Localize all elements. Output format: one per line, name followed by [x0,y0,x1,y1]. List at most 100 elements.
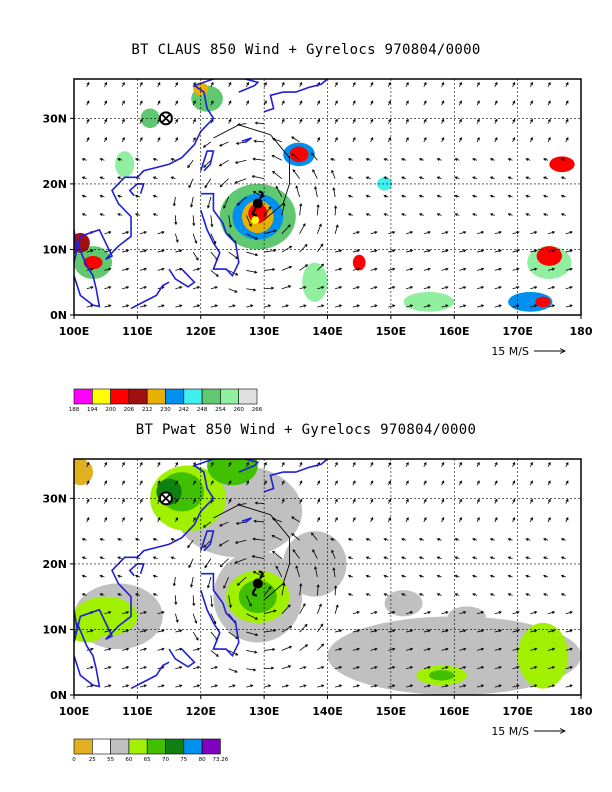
wind-arrowhead [418,593,423,597]
wind-arrowhead [281,100,285,104]
field-blob [549,156,575,173]
colorbar-swatch [183,388,203,405]
wind-arrowhead [480,611,485,614]
vector-scale-label: 15 M/S [491,345,529,358]
wind-arrowhead [291,136,295,140]
wind-arrowhead [289,245,293,249]
wind-arrowhead [383,593,387,597]
wind-arrowhead [213,241,217,245]
wind-vector [388,249,395,253]
marker-x [161,493,171,503]
wind-arrowhead [423,100,427,104]
wind-arrowhead [459,480,462,484]
wind-vector [291,136,300,143]
wind-arrowhead [271,154,275,158]
wind-vector [86,304,94,308]
wind-vector [547,648,555,651]
wind-vector [352,304,360,308]
wind-arrowhead [99,176,103,180]
wind-arrowhead [175,100,178,104]
wind-vector [252,175,265,180]
y-tick-label: 30N [42,112,67,125]
wind-arrowhead [175,619,179,623]
wind-arrowhead [232,304,236,308]
wind-arrowhead [551,304,556,308]
wind-arrowhead [157,516,161,521]
wind-arrowhead [334,480,338,484]
wind-arrowhead [560,176,565,180]
wind-arrowhead [254,253,259,257]
wind-arrowhead [565,461,569,466]
wind-vector [235,159,247,164]
wind-arrowhead [392,666,396,670]
wind-vector [157,629,165,633]
wind-arrowhead [335,604,339,608]
wind-vector [512,304,519,308]
coastline [74,79,215,263]
wind-vector [210,304,218,308]
wind-vector [175,595,177,605]
wind-vector [352,648,360,651]
coastline [128,183,145,197]
wind-arrowhead [512,480,516,484]
wind-arrowhead [125,286,130,290]
wind-arrowhead [441,516,445,521]
wind-arrowhead [99,538,103,541]
wind-vector [314,566,318,578]
wind-vector [494,666,502,670]
colorbar-label: 73.26 [213,757,229,763]
wind-arrowhead [320,623,324,627]
wind-arrowhead [441,498,445,502]
wind-arrowhead [489,574,494,578]
wind-arrowhead [405,461,409,466]
wind-arrowhead [338,249,343,253]
wind-vector [476,629,484,633]
wind-arrowhead [459,516,462,521]
wind-vector [173,196,176,206]
wind-arrowhead [317,516,320,521]
wind-arrowhead [543,213,547,217]
field-blob [302,262,328,302]
wind-arrowhead [248,223,252,227]
wind-arrowhead [569,666,573,670]
wind-vector [193,684,200,688]
colorbar-swatch [146,388,166,405]
wind-vector [370,304,378,308]
wind-arrowhead [81,158,86,161]
wind-arrowhead [125,684,130,688]
wind-arrowhead [347,574,352,578]
wind-arrowhead [187,165,191,169]
wind-arrowhead [409,286,414,290]
wind-arrowhead [476,136,480,141]
y-tick-label: 0N [50,689,67,702]
wind-arrowhead [312,548,316,553]
wind-arrowhead [436,593,440,597]
wind-vector [122,249,129,253]
wind-arrowhead [498,267,502,271]
field-blob [428,670,455,681]
wind-arrowhead [302,223,306,227]
wind-arrowhead [90,286,94,290]
wind-vector [370,249,378,253]
wind-arrowhead [253,668,257,672]
wind-arrowhead [480,304,485,308]
wind-vector [494,611,502,615]
wind-arrowhead [125,666,130,670]
wind-arrowhead [104,118,108,122]
y-tick-label: 10N [42,243,67,256]
wind-arrowhead [338,267,343,271]
wind-arrowhead [121,461,125,466]
wind-arrowhead [192,480,196,484]
wind-arrowhead [356,286,360,290]
wind-arrowhead [299,203,303,207]
wind-vector [246,631,258,636]
wind-arrowhead [516,647,520,651]
wind-vector [139,304,147,308]
wind-arrowhead [254,650,258,654]
wind-vector [104,231,111,235]
wind-arrowhead [86,81,90,86]
field-blob [535,296,551,308]
wind-arrowhead [210,461,214,466]
wind-arrowhead [383,538,387,541]
wind-arrowhead [254,616,259,620]
